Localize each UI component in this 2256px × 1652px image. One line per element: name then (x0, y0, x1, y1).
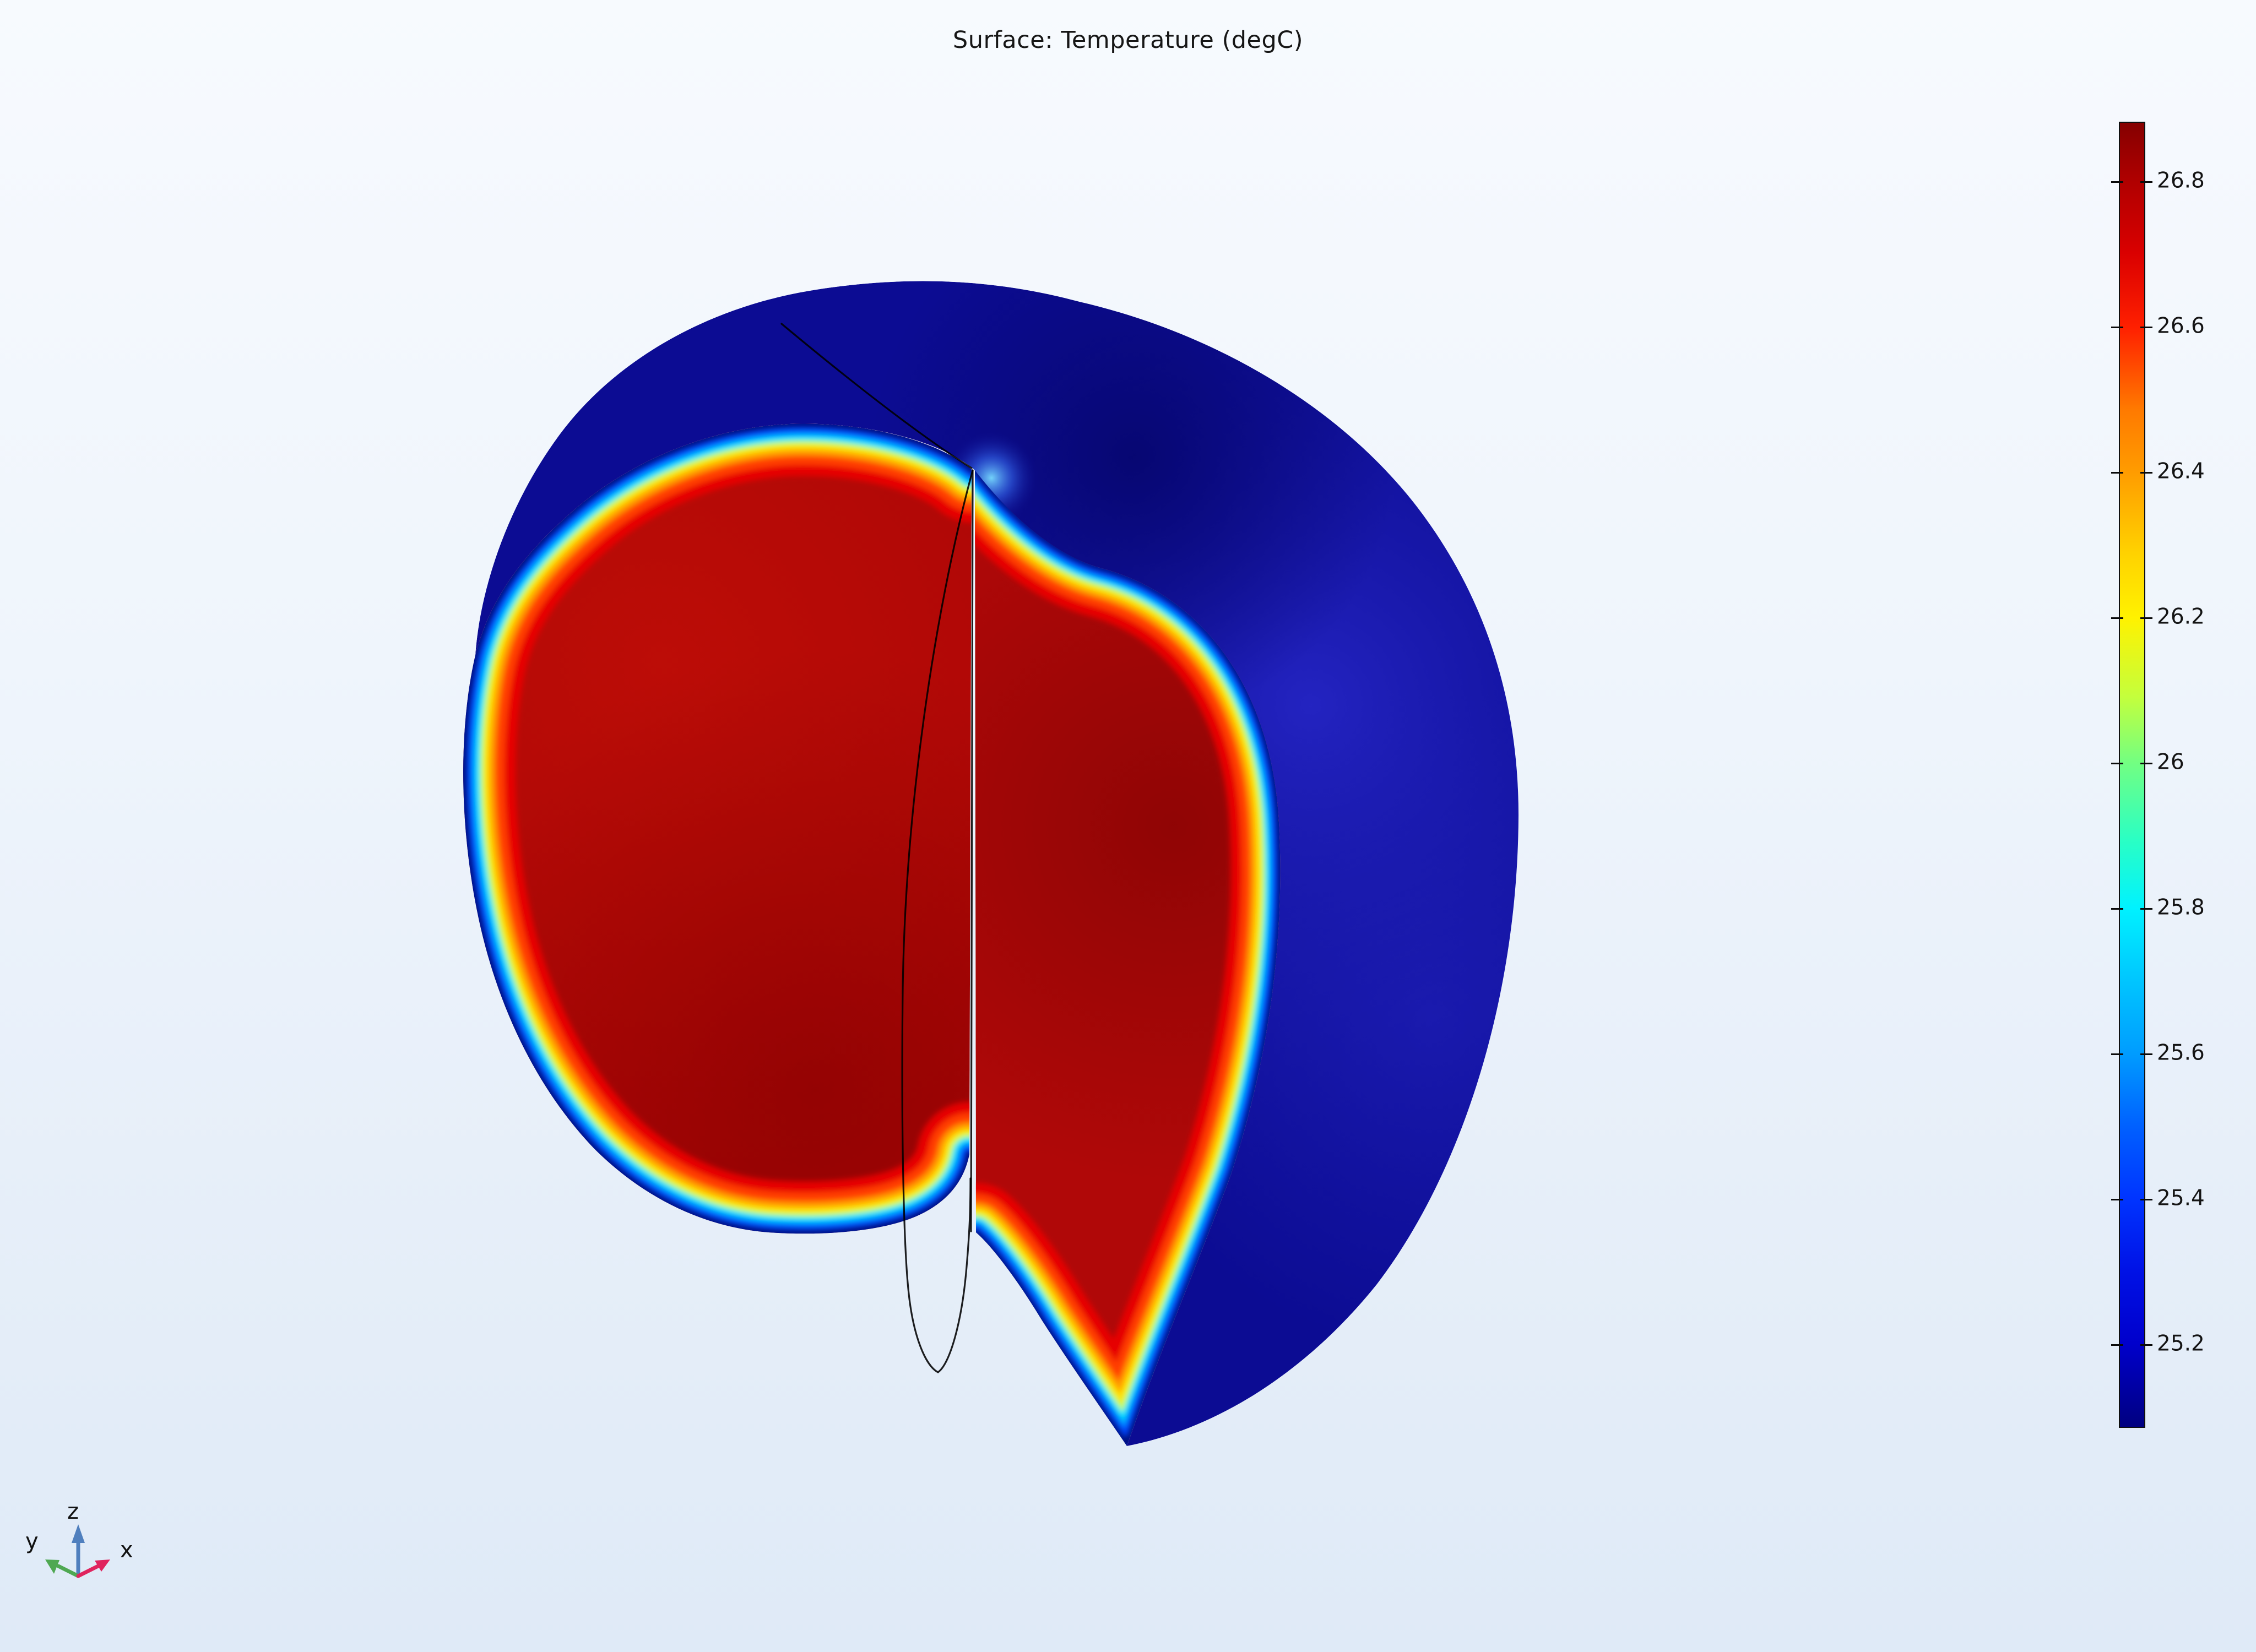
y-axis-label: y (25, 1529, 39, 1554)
thermal-boundary-band-left (463, 423, 973, 1234)
cut-seam-over-dome (780, 323, 973, 469)
plot-title: Surface: Temperature (degC) (952, 26, 1304, 54)
core-edge-and-loop (901, 469, 974, 1373)
cut-face-right (975, 470, 1281, 1446)
z-axis-label: z (67, 1499, 79, 1524)
x-axis-label: x (120, 1537, 133, 1563)
colorbar-gradient (2119, 122, 2145, 1428)
cut-face-left (463, 423, 973, 1234)
